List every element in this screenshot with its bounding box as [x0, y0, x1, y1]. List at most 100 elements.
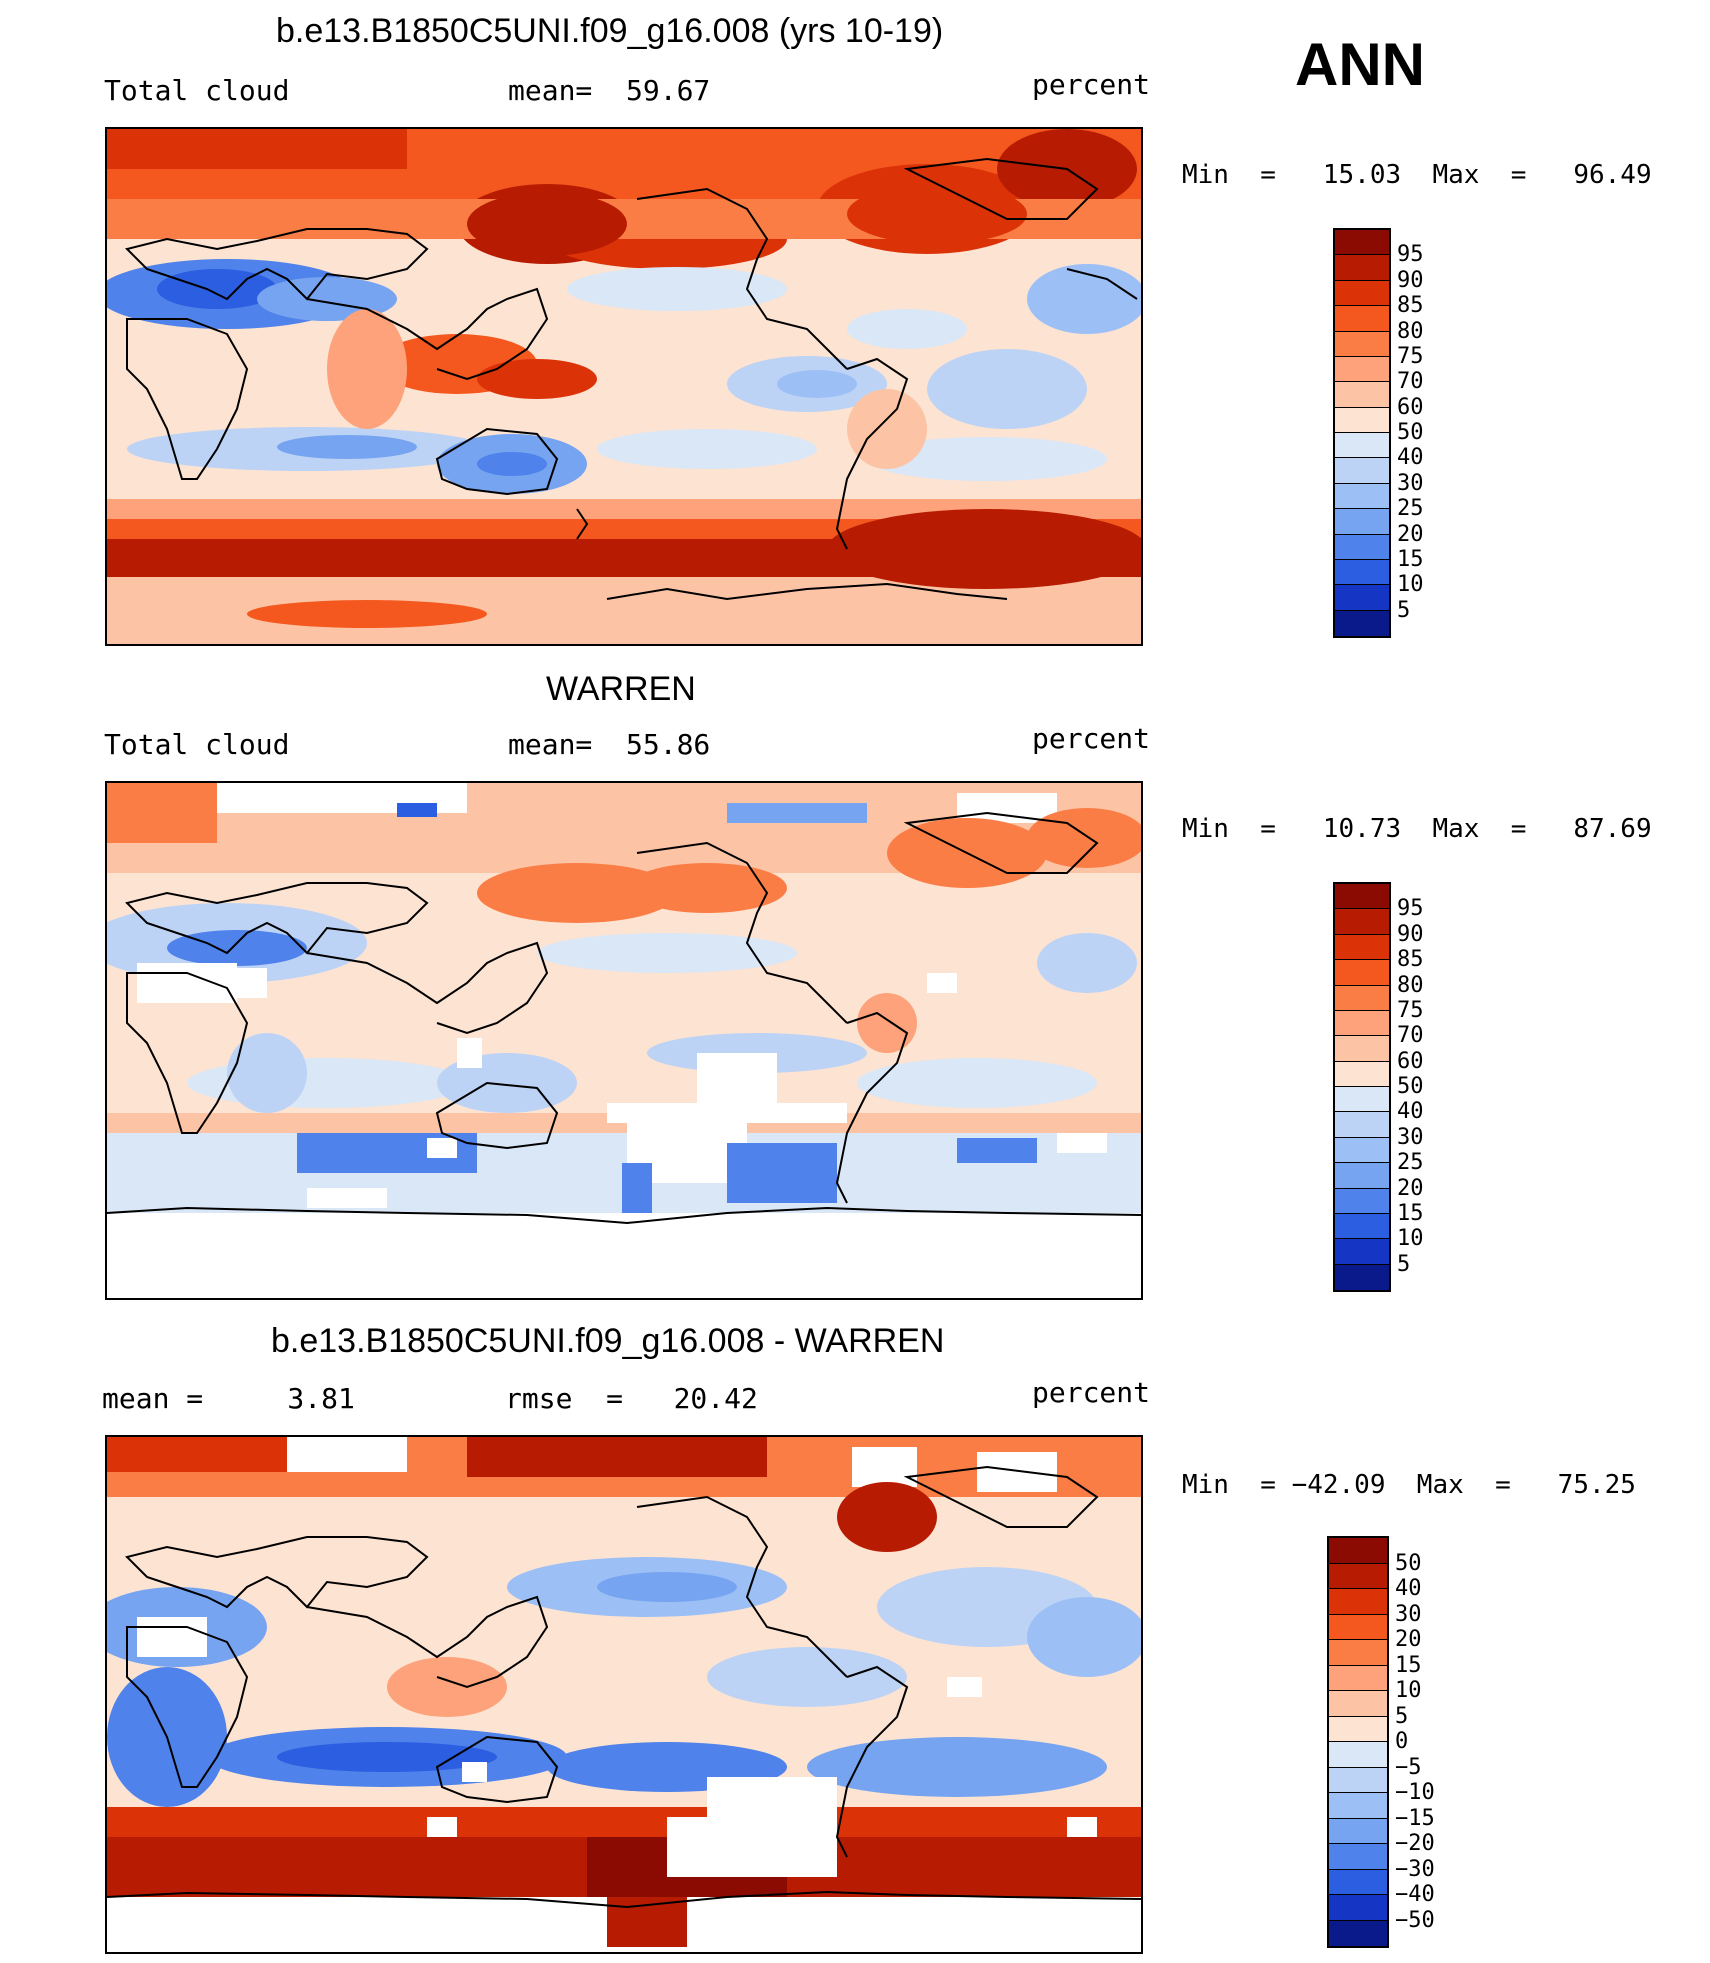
panel-3-title: b.e13.B1850C5UNI.f09_g16.008 - WARREN: [271, 1322, 945, 1360]
panel-1-variable: Total cloud: [104, 74, 290, 107]
colorbar-level-label: 50: [1397, 1074, 1424, 1099]
colorbar-cell: [1335, 1264, 1389, 1290]
colorbar-cell: [1335, 610, 1389, 636]
colorbar-cell: [1329, 1716, 1387, 1742]
colorbar-cell: [1335, 1087, 1389, 1113]
colorbar-level-label: 15: [1395, 1652, 1422, 1678]
colorbar-level-label: 85: [1397, 293, 1424, 319]
colorbar-cell: [1329, 1563, 1387, 1589]
panel-2-title: WARREN: [546, 670, 696, 708]
colorbar-cell: [1335, 884, 1389, 910]
colorbar-level-label: −30: [1395, 1856, 1435, 1882]
colorbar-cell: [1335, 407, 1389, 433]
panel-2-unit: percent: [1032, 722, 1151, 755]
colorbar-level-label: −40: [1395, 1882, 1435, 1907]
colorbar-level-label: 70: [1397, 369, 1424, 395]
colorbar-cell: [1335, 1163, 1389, 1189]
colorbar-cell: [1335, 1061, 1389, 1087]
panel-2-mean: mean= 55.86: [508, 728, 711, 761]
colorbar-cell: [1335, 458, 1389, 484]
colorbar-cell: [1329, 1793, 1387, 1819]
colorbar-cell: [1335, 985, 1389, 1011]
colorbar-level-label: 70: [1397, 1023, 1424, 1049]
colorbar-cell: [1335, 230, 1389, 256]
colorbar-cell: [1335, 1188, 1389, 1214]
colorbar-level-label: 10: [1397, 1226, 1424, 1252]
panel-1-mean: mean= 59.67: [508, 74, 711, 107]
colorbar-level-label: 40: [1397, 445, 1424, 471]
colorbar-level-label: 90: [1397, 267, 1424, 293]
panel-1-unit: percent: [1032, 68, 1151, 101]
colorbar-level-label: 20: [1395, 1627, 1422, 1652]
colorbar-level-label: −50: [1395, 1907, 1435, 1933]
colorbar-level-label: 75: [1397, 997, 1424, 1023]
season-label: ANN: [1295, 31, 1425, 98]
colorbar-level-label: −20: [1395, 1831, 1435, 1856]
colorbar-level-label: −10: [1395, 1780, 1435, 1805]
colorbar-cell: [1335, 1213, 1389, 1240]
colorbar-cell: [1335, 534, 1389, 560]
colorbar-level-label: 95: [1397, 242, 1424, 268]
colorbar-cell: [1335, 331, 1389, 357]
colorbar-level-label: 30: [1395, 1601, 1422, 1627]
colorbar-level-label: 75: [1397, 343, 1424, 369]
colorbar-cell: [1335, 1239, 1389, 1265]
panel-1-colorbar: [1333, 228, 1391, 638]
colorbar-level-label: 80: [1397, 318, 1424, 344]
panel-3-rmse: rmse = 20.42: [505, 1382, 758, 1415]
colorbar-level-label: 85: [1397, 947, 1424, 973]
colorbar-cell: [1329, 1691, 1387, 1717]
colorbar-cell: [1335, 559, 1389, 586]
panel-3-colorbar: [1327, 1536, 1389, 1948]
colorbar-level-label: 30: [1397, 470, 1424, 496]
colorbar-cell: [1329, 1767, 1387, 1793]
colorbar-cell: [1329, 1589, 1387, 1615]
panel-1-map: [105, 127, 1143, 646]
difference-map: [107, 1437, 1141, 1952]
colorbar-cell: [1335, 306, 1389, 332]
panel-1-title: b.e13.B1850C5UNI.f09_g16.008 (yrs 10-19): [276, 12, 944, 50]
colorbar-cell: [1329, 1614, 1387, 1640]
colorbar-level-label: 50: [1395, 1550, 1422, 1576]
colorbar-level-label: 5: [1397, 1251, 1411, 1277]
colorbar-cell: [1329, 1895, 1387, 1921]
colorbar-level-label: 60: [1397, 394, 1424, 420]
colorbar-cell: [1335, 509, 1389, 535]
colorbar-level-label: 30: [1397, 1124, 1424, 1150]
colorbar-cell: [1335, 483, 1389, 510]
panel-3-minmax: Min = −42.09 Max = 75.25: [1182, 1470, 1636, 1500]
colorbar-cell: [1335, 585, 1389, 611]
colorbar-cell: [1329, 1920, 1387, 1946]
colorbar-level-label: 15: [1397, 546, 1424, 572]
colorbar-cell: [1329, 1869, 1387, 1895]
panel-1-minmax: Min = 15.03 Max = 96.49: [1182, 160, 1652, 190]
colorbar-cell: [1335, 356, 1389, 383]
panel-2-map: [105, 781, 1143, 1300]
colorbar-level-label: 10: [1397, 572, 1424, 598]
colorbar-level-label: 95: [1397, 896, 1424, 922]
panel-3-map: [105, 1435, 1143, 1954]
colorbar-cell: [1335, 433, 1389, 459]
colorbar-level-label: 15: [1397, 1200, 1424, 1226]
colorbar-level-label: 40: [1395, 1576, 1422, 1601]
colorbar-cell: [1335, 1137, 1389, 1164]
colorbar-cell: [1335, 1010, 1389, 1037]
panel-2-minmax: Min = 10.73 Max = 87.69: [1182, 814, 1652, 844]
colorbar-cell: [1329, 1640, 1387, 1666]
colorbar-cell: [1335, 934, 1389, 961]
colorbar-level-label: 20: [1397, 1175, 1424, 1201]
panel-2-variable: Total cloud: [104, 728, 290, 761]
panel-2-colorbar: [1333, 882, 1391, 1292]
colorbar-level-label: 40: [1397, 1099, 1424, 1125]
panel-3-mean: mean = 3.81: [102, 1382, 355, 1415]
colorbar-level-label: 80: [1397, 972, 1424, 998]
colorbar-cell: [1329, 1665, 1387, 1691]
panel-3-unit: percent: [1032, 1376, 1151, 1409]
colorbar-cell: [1335, 1112, 1389, 1138]
cloud-field-map-2: [107, 783, 1141, 1298]
colorbar-level-label: 10: [1395, 1678, 1422, 1703]
colorbar-level-label: 5: [1397, 597, 1411, 623]
colorbar-level-label: 50: [1397, 420, 1424, 445]
colorbar-cell: [1329, 1818, 1387, 1844]
colorbar-level-label: 20: [1397, 521, 1424, 547]
